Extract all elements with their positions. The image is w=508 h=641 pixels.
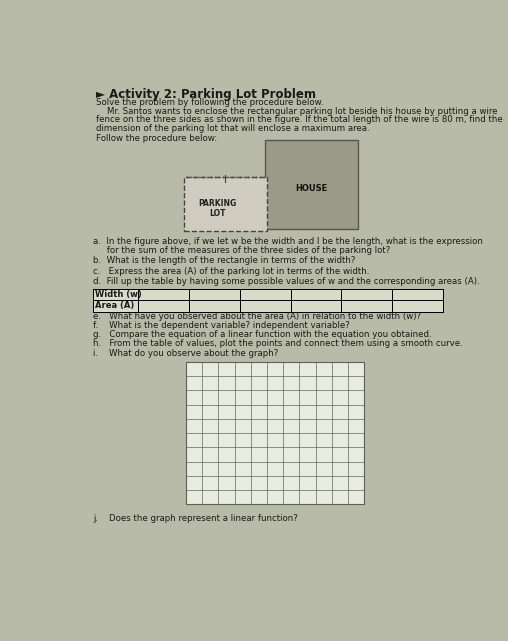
Bar	[93, 288, 443, 312]
Bar	[183, 177, 267, 231]
Text: Follow the procedure below:: Follow the procedure below:	[96, 134, 217, 143]
Text: fence on the three sides as shown in the figure. If the total length of the wire: fence on the three sides as shown in the…	[96, 115, 503, 124]
Text: i.    What do you observe about the graph?: i. What do you observe about the graph?	[93, 349, 278, 358]
Text: c.   Express the area (A) of the parking lot in terms of the width.: c. Express the area (A) of the parking l…	[93, 267, 369, 276]
Bar	[265, 140, 358, 229]
Text: Mr. Santos wants to enclose the rectangular parking lot beside his house by putt: Mr. Santos wants to enclose the rectangu…	[96, 107, 497, 116]
Text: for the sum of the measures of the three sides of the parking lot?: for the sum of the measures of the three…	[93, 246, 390, 255]
Text: e.   What have you observed about the area (A) in relation to the width (w)?: e. What have you observed about the area…	[93, 312, 421, 320]
Text: h.   From the table of values, plot the points and connect them using a smooth c: h. From the table of values, plot the po…	[93, 340, 463, 349]
Text: j.    Does the graph represent a linear function?: j. Does the graph represent a linear fun…	[93, 514, 298, 523]
Text: a.  In the figure above, if we let w be the width and l be the length, what is t: a. In the figure above, if we let w be t…	[93, 237, 483, 246]
Text: d.  Fill up the table by having some possible values of w and the corresponding : d. Fill up the table by having some poss…	[93, 277, 480, 286]
Text: Solve the problem by following the procedure below.: Solve the problem by following the proce…	[96, 97, 324, 106]
Text: f.    What is the dependent variable? independent variable?: f. What is the dependent variable? indep…	[93, 321, 350, 330]
Text: g.   Compare the equation of a linear function with the equation you obtained.: g. Compare the equation of a linear func…	[93, 330, 432, 339]
Text: ► Activity 2: Parking Lot Problem: ► Activity 2: Parking Lot Problem	[96, 88, 316, 101]
Text: Width (w): Width (w)	[96, 290, 142, 299]
Text: PARKING
LOT: PARKING LOT	[199, 199, 237, 218]
Text: Area (A): Area (A)	[96, 301, 135, 310]
Bar	[186, 362, 364, 504]
Text: b.  What is the length of the rectangle in terms of the width?: b. What is the length of the rectangle i…	[93, 256, 355, 265]
Text: dimension of the parking lot that will enclose a maximum area.: dimension of the parking lot that will e…	[96, 124, 370, 133]
Text: HOUSE: HOUSE	[295, 184, 328, 194]
